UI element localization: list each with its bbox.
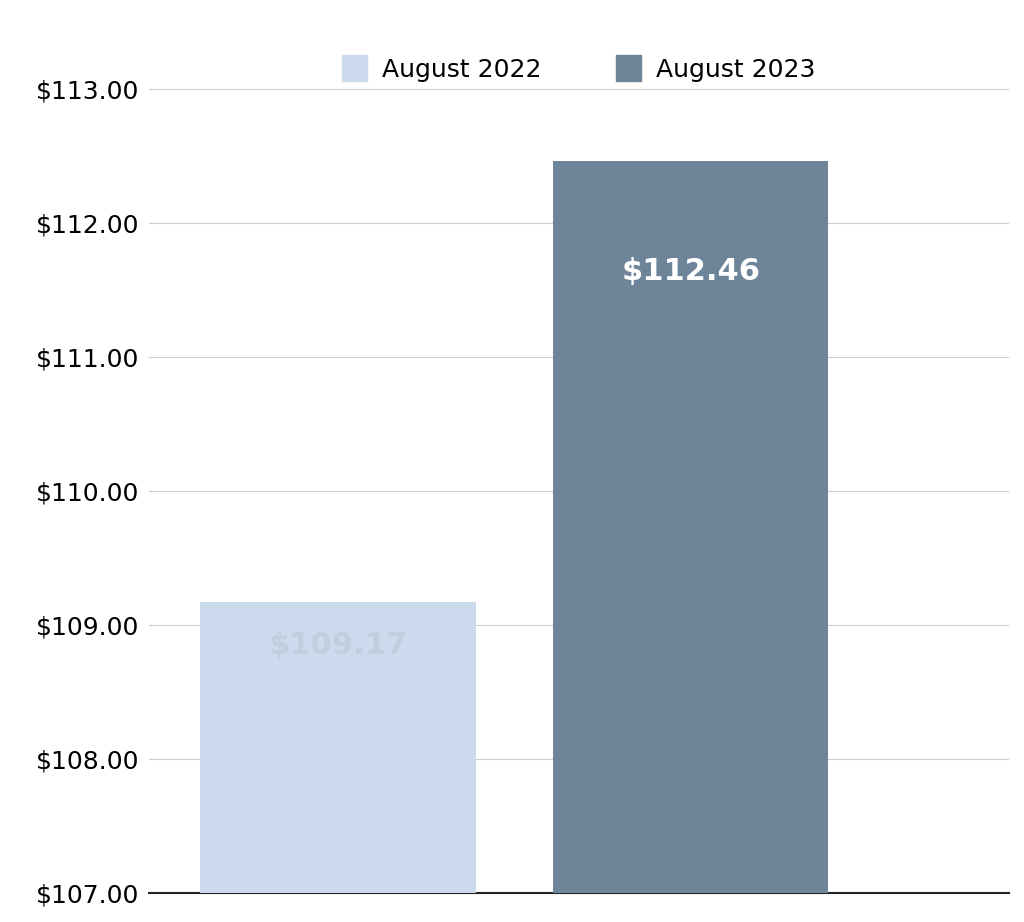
Legend: August 2022, August 2023: August 2022, August 2023 bbox=[332, 45, 825, 91]
Text: $109.17: $109.17 bbox=[268, 631, 408, 660]
Text: $112.46: $112.46 bbox=[622, 256, 760, 286]
Bar bbox=[553, 161, 828, 892]
Bar bbox=[201, 602, 475, 892]
